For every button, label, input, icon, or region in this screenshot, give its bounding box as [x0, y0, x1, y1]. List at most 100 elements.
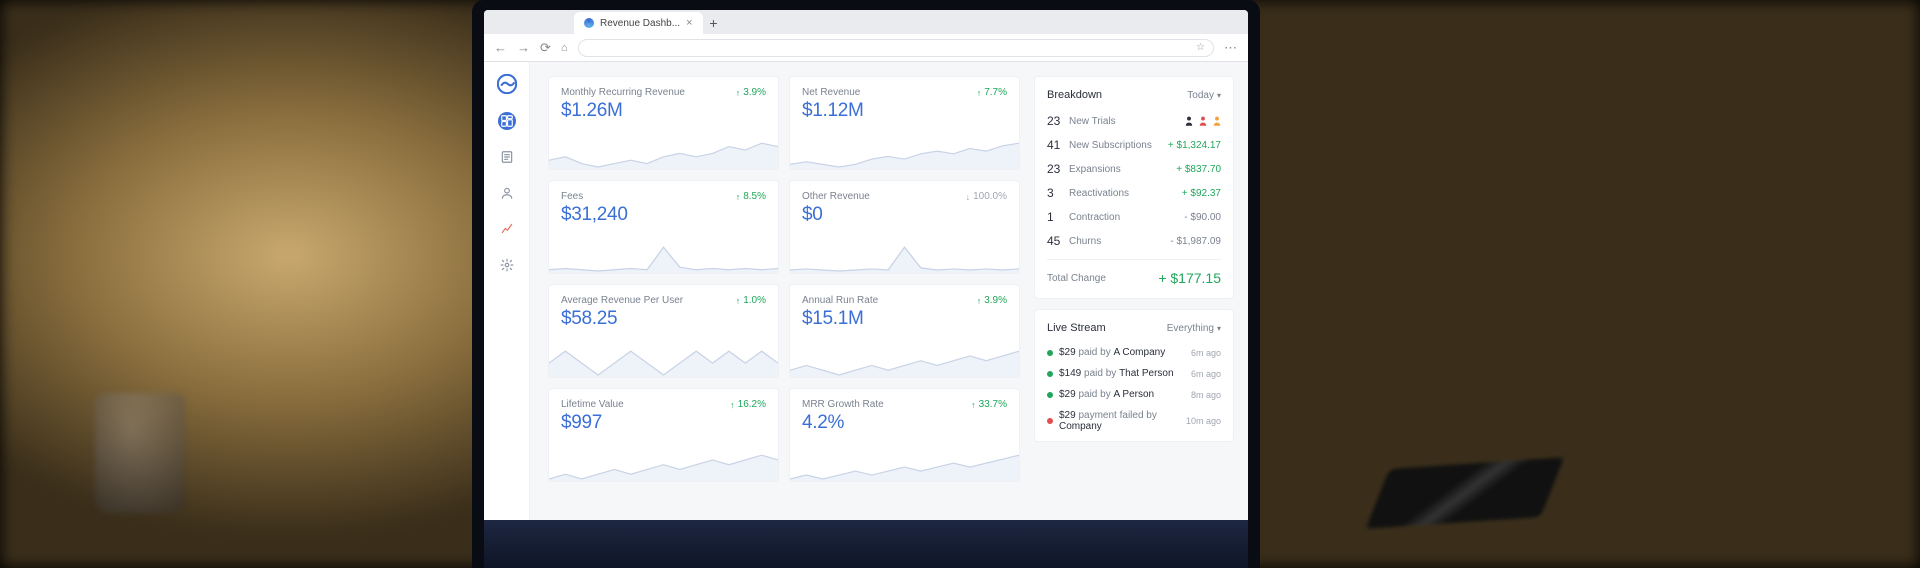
breakdown-row[interactable]: 41New Subscriptions+ $1,324.17 — [1047, 133, 1221, 157]
new-tab-button[interactable]: + — [703, 12, 725, 34]
metric-value: $15.1M — [802, 308, 1007, 330]
sidebar-item-customers[interactable] — [498, 184, 516, 202]
breakdown-panel: Breakdown Today ▾ 23New Trials41New Subs… — [1034, 76, 1234, 299]
livestream-time: 10m ago — [1186, 416, 1221, 426]
chevron-down-icon: ▾ — [1217, 91, 1221, 100]
breakdown-value: - $90.00 — [1184, 212, 1221, 223]
status-dot-icon — [1047, 392, 1053, 398]
breakdown-row[interactable]: 3Reactivations+ $92.37 — [1047, 181, 1221, 205]
metric-change: ↑16.2% — [730, 399, 766, 410]
breakdown-total-label: Total Change — [1047, 273, 1106, 284]
metric-card-average-revenue-per-user[interactable]: Average Revenue Per User$58.25↑1.0% — [548, 284, 779, 378]
sidebar-item-analytics[interactable] — [498, 220, 516, 238]
livestream-time: 6m ago — [1191, 348, 1221, 358]
person-icon — [1213, 116, 1221, 126]
breakdown-value: + $1,324.17 — [1168, 140, 1221, 151]
breakdown-count: 23 — [1047, 162, 1069, 176]
breakdown-label: Expansions — [1069, 164, 1176, 175]
breakdown-title: Breakdown — [1047, 89, 1102, 101]
metric-value: $58.25 — [561, 308, 766, 330]
metric-value: $1.26M — [561, 100, 766, 122]
breakdown-value: + $92.37 — [1182, 188, 1221, 199]
right-column: Breakdown Today ▾ 23New Trials41New Subs… — [1034, 76, 1234, 520]
browser-menu-icon[interactable]: ⋯ — [1224, 40, 1238, 56]
person-icon — [1185, 116, 1193, 126]
livestream-row[interactable]: $149 paid by That Person6m ago — [1047, 363, 1221, 384]
breakdown-trial-icons — [1185, 116, 1221, 126]
person-icon — [1199, 116, 1207, 126]
metric-change: ↑7.7% — [977, 87, 1007, 98]
browser-tab[interactable]: Revenue Dashb... × — [574, 12, 703, 34]
metric-sparkline — [790, 135, 1019, 169]
livestream-filter-select[interactable]: Everything ▾ — [1167, 323, 1221, 334]
metric-card-fees[interactable]: Fees$31,240↑8.5% — [548, 180, 779, 274]
status-dot-icon — [1047, 371, 1053, 377]
breakdown-label: Contraction — [1069, 212, 1184, 223]
trend-arrow-icon: ↓ — [966, 192, 971, 202]
close-tab-icon[interactable]: × — [686, 17, 692, 29]
metric-value: $997 — [561, 412, 766, 434]
reload-button[interactable]: ⟳ — [540, 40, 551, 56]
tab-favicon — [584, 18, 594, 28]
sidebar-item-settings[interactable] — [498, 256, 516, 274]
breakdown-row[interactable]: 23Expansions+ $837.70 — [1047, 157, 1221, 181]
breakdown-label: New Trials — [1069, 116, 1185, 127]
livestream-panel: Live Stream Everything ▾ $29 paid by A C… — [1034, 309, 1234, 442]
breakdown-total-value: + $177.15 — [1158, 270, 1221, 286]
livestream-row[interactable]: $29 paid by A Person 8m ago — [1047, 384, 1221, 405]
livestream-title: Live Stream — [1047, 322, 1106, 334]
bookmark-star-icon[interactable]: ☆ — [1196, 42, 1205, 53]
tab-title: Revenue Dashb... — [600, 18, 680, 29]
breakdown-value: + $837.70 — [1176, 164, 1221, 175]
metric-card-annual-run-rate[interactable]: Annual Run Rate$15.1M↑3.9% — [789, 284, 1020, 378]
livestream-row[interactable]: $29 payment failed by Company10m ago — [1047, 405, 1221, 437]
breakdown-row[interactable]: 45Churns- $1,987.09 — [1047, 229, 1221, 253]
livestream-text: $149 paid by That Person — [1059, 368, 1185, 379]
metric-sparkline — [790, 447, 1019, 481]
livestream-row[interactable]: $29 paid by A Company 6m ago — [1047, 342, 1221, 363]
metric-sparkline — [549, 343, 778, 377]
back-button[interactable]: ← — [494, 40, 507, 55]
home-button[interactable]: ⌂ — [561, 42, 568, 54]
breakdown-count: 1 — [1047, 210, 1069, 224]
metrics-grid: Monthly Recurring Revenue$1.26M↑3.9%Net … — [548, 76, 1020, 520]
metric-change: ↑3.9% — [977, 295, 1007, 306]
chevron-down-icon: ▾ — [1217, 324, 1221, 333]
metric-sparkline — [790, 343, 1019, 377]
breakdown-count: 23 — [1047, 114, 1069, 128]
metric-card-monthly-recurring-revenue[interactable]: Monthly Recurring Revenue$1.26M↑3.9% — [548, 76, 779, 170]
metric-change: ↑3.9% — [736, 87, 766, 98]
trend-arrow-icon: ↑ — [730, 400, 735, 410]
sidebar-item-reports[interactable] — [498, 148, 516, 166]
metric-card-lifetime-value[interactable]: Lifetime Value$997↑16.2% — [548, 388, 779, 482]
trend-arrow-icon: ↑ — [736, 88, 741, 98]
forward-button[interactable]: → — [517, 40, 530, 55]
metric-change: ↑33.7% — [971, 399, 1007, 410]
app-footer-bar — [484, 520, 1248, 568]
metric-card-other-revenue[interactable]: Other Revenue$0↓100.0% — [789, 180, 1020, 274]
metric-sparkline — [549, 135, 778, 169]
status-dot-icon — [1047, 350, 1053, 356]
sidebar-item-dashboard[interactable] — [498, 112, 516, 130]
breakdown-period-select[interactable]: Today ▾ — [1187, 90, 1221, 101]
browser-tabstrip: Revenue Dashb... × + — [484, 10, 1248, 34]
breakdown-count: 3 — [1047, 186, 1069, 200]
breakdown-label: Reactivations — [1069, 188, 1182, 199]
breakdown-row[interactable]: 23New Trials — [1047, 109, 1221, 133]
breakdown-label: New Subscriptions — [1069, 140, 1168, 151]
metric-change: ↑1.0% — [736, 295, 766, 306]
breakdown-count: 45 — [1047, 234, 1069, 248]
metric-change: ↓100.0% — [966, 191, 1007, 202]
livestream-time: 8m ago — [1191, 390, 1221, 400]
sidebar — [484, 62, 530, 520]
metric-change: ↑8.5% — [736, 191, 766, 202]
metric-card-mrr-growth-rate[interactable]: MRR Growth Rate4.2%↑33.7% — [789, 388, 1020, 482]
breakdown-count: 41 — [1047, 138, 1069, 152]
livestream-text: $29 paid by A Person — [1059, 389, 1185, 400]
address-bar[interactable]: ☆ — [578, 39, 1214, 57]
livestream-text: $29 paid by A Company — [1059, 347, 1185, 358]
browser-toolbar: ← → ⟳ ⌂ ☆ ⋯ — [484, 34, 1248, 62]
breakdown-row[interactable]: 1Contraction- $90.00 — [1047, 205, 1221, 229]
metric-value: 4.2% — [802, 412, 1007, 434]
metric-card-net-revenue[interactable]: Net Revenue$1.12M↑7.7% — [789, 76, 1020, 170]
